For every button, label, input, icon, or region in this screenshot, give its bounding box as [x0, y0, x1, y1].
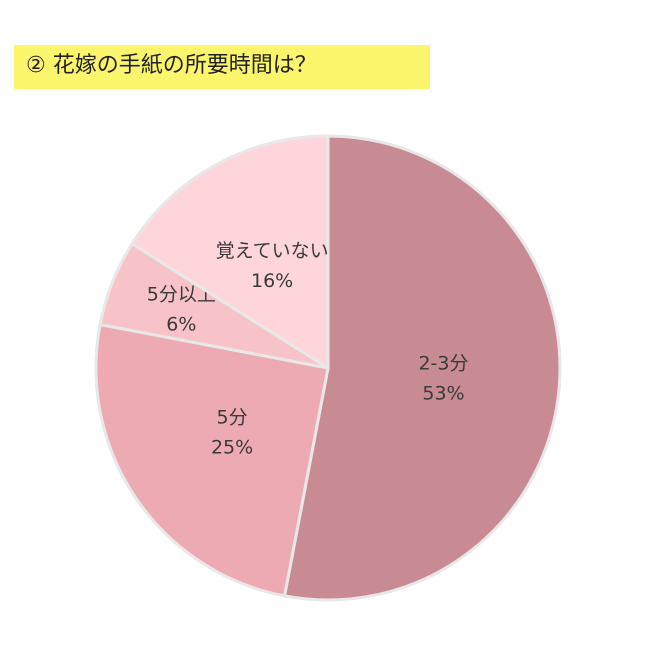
- title-highlight: [14, 45, 430, 89]
- pie-slice: [130, 134, 330, 371]
- pie-slice: [282, 134, 562, 602]
- slice-label: 2-3分: [418, 352, 468, 374]
- slice-label: 5分: [217, 407, 248, 429]
- slice-value-label: 25%: [211, 437, 253, 459]
- slice-value-label: 6%: [166, 313, 196, 335]
- slice-label: 覚えていない: [216, 240, 329, 262]
- slice-value-label: 53%: [422, 382, 464, 404]
- slice-label: 5分以上: [147, 283, 216, 305]
- pie-slice: [94, 322, 330, 598]
- slice-value-label: 16%: [251, 270, 293, 292]
- chart-title: ② 花嫁の手紙の所要時間は？: [26, 53, 317, 78]
